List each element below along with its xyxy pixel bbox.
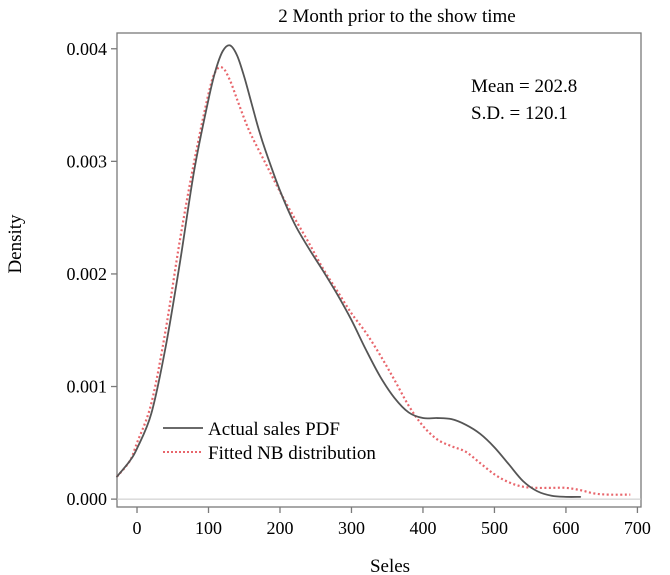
annotation-sd: S.D. = 120.1 xyxy=(471,103,568,124)
x-tick-label: 600 xyxy=(552,518,579,538)
y-axis-label: Density xyxy=(5,214,26,274)
y-tick-label: 0.004 xyxy=(67,39,108,59)
x-tick-label: 700 xyxy=(624,518,651,538)
y-tick-label: 0.001 xyxy=(67,377,108,397)
legend-label-fitted: Fitted NB distribution xyxy=(208,443,376,464)
y-tick-label: 0.003 xyxy=(67,151,108,171)
series-line-actual-sales-pdf xyxy=(116,44,582,498)
chart-title: 2 Month prior to the show time xyxy=(278,6,515,27)
y-tick-label: 0.000 xyxy=(67,489,108,509)
x-axis: 0 100 200 300 400 500 600 700 xyxy=(133,507,651,538)
series-layer xyxy=(116,44,631,498)
annotation-mean: Mean = 202.8 xyxy=(471,76,577,97)
legend: Actual sales PDF Fitted NB distribution xyxy=(163,419,376,464)
plot-frame xyxy=(116,32,642,508)
x-tick-label: 400 xyxy=(409,518,436,538)
y-tick-label: 0.002 xyxy=(67,264,108,284)
y-axis: 0.000 0.001 0.002 0.003 0.004 xyxy=(67,39,117,509)
x-tick-label: 0 xyxy=(133,518,142,538)
x-tick-label: 200 xyxy=(266,518,293,538)
x-tick-label: 300 xyxy=(338,518,365,538)
series-line-fitted-nb-distribution xyxy=(116,66,631,496)
x-axis-label: Seles xyxy=(370,556,410,575)
legend-label-actual: Actual sales PDF xyxy=(208,419,340,440)
x-tick-label: 500 xyxy=(481,518,508,538)
x-tick-label: 100 xyxy=(195,518,222,538)
